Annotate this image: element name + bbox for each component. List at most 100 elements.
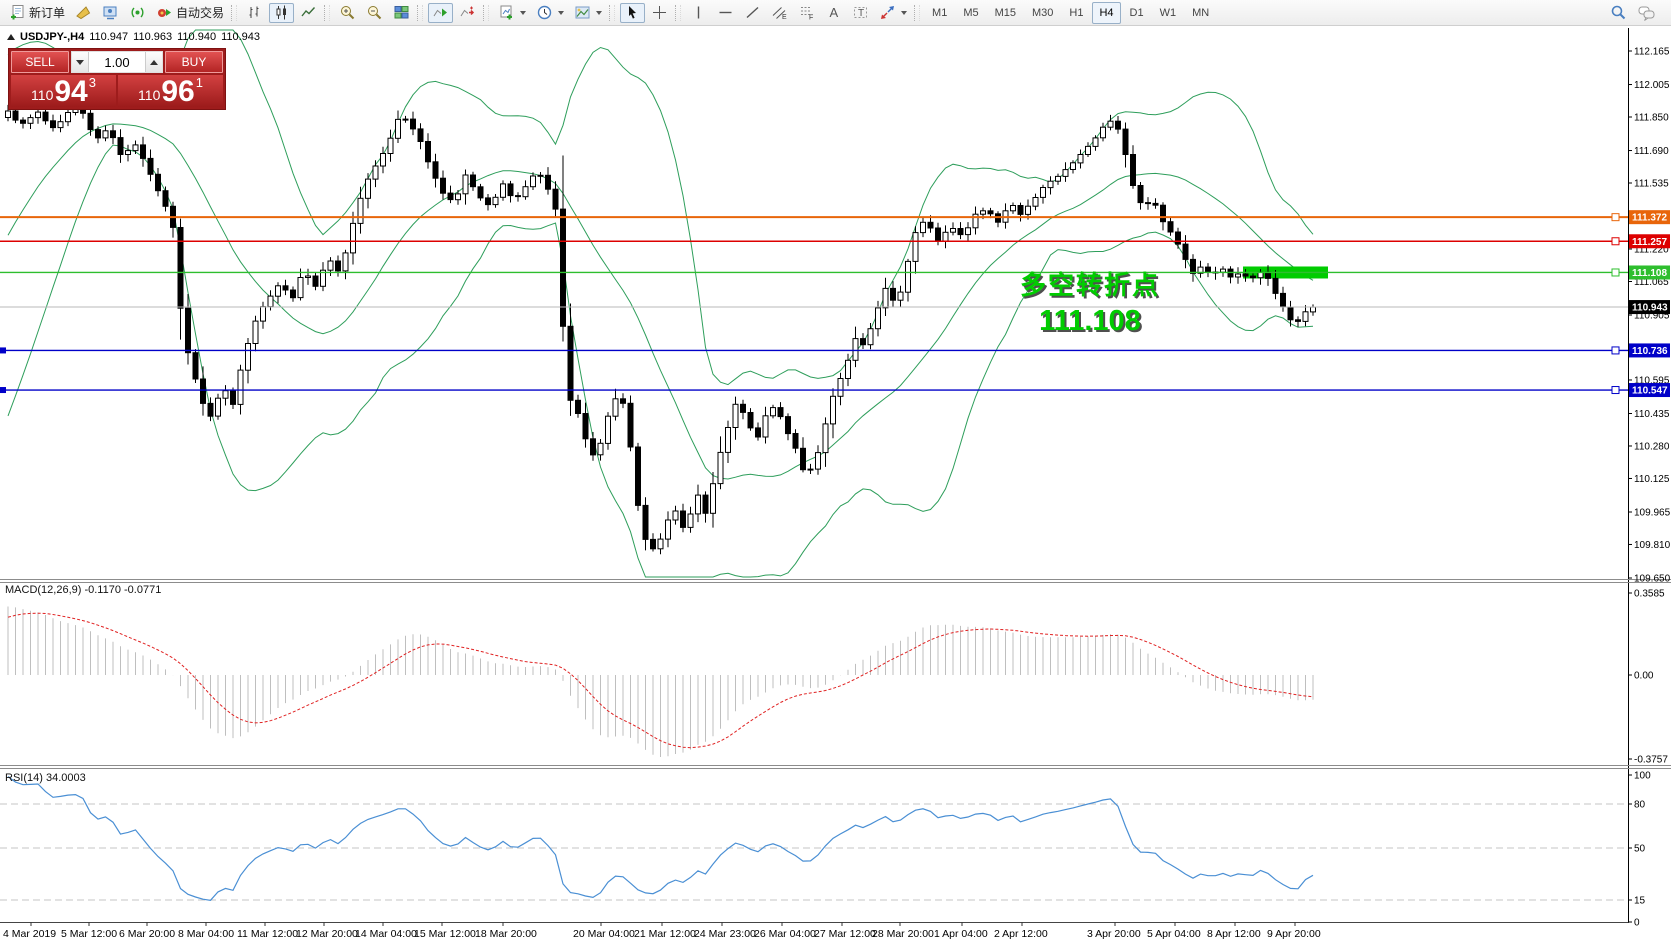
timeframe-M1[interactable]: M1 xyxy=(932,6,948,19)
timeframe-H4[interactable]: H4 xyxy=(1092,1,1121,24)
timeframe-M15[interactable]: M15 xyxy=(994,6,1016,19)
signals-icon xyxy=(131,7,144,18)
signals-button[interactable] xyxy=(125,3,150,23)
vertical-line-button[interactable] xyxy=(686,3,711,23)
price-label-box xyxy=(1629,265,1670,280)
sell-price-prefix: 110 xyxy=(31,87,54,103)
price-tick-label: 110.595 xyxy=(1634,375,1670,386)
horizontal-line-button[interactable] xyxy=(713,3,738,23)
terminal-icon xyxy=(103,6,117,20)
rsi-tick-label: 80 xyxy=(1634,800,1646,811)
line-handle[interactable] xyxy=(1611,346,1620,355)
search-icon xyxy=(1611,5,1626,20)
chart-shift-button[interactable] xyxy=(455,3,480,23)
svg-text:F: F xyxy=(809,15,813,22)
candlestick-chart-button[interactable] xyxy=(269,2,295,23)
time-tick-label: 12 Mar 20:00 xyxy=(296,928,358,940)
increase-icon xyxy=(150,59,158,65)
line-chart-button[interactable] xyxy=(296,3,321,23)
decrease-icon xyxy=(76,59,84,65)
price-tick-label: 111.690 xyxy=(1634,146,1669,157)
time-tick-label: 14 Mar 04:00 xyxy=(355,928,417,940)
volume-input[interactable]: 1.00 xyxy=(104,54,130,70)
buy-button[interactable]: BUY xyxy=(165,51,223,73)
buy-price-button[interactable]: 110 96 1 xyxy=(118,75,223,107)
crosshair-button[interactable] xyxy=(647,3,672,23)
line-handle[interactable] xyxy=(1611,268,1620,277)
timeframe-group: M1 M5 M15 M30 H1 H4 D1 W1 MN xyxy=(924,1,1217,24)
channel-button[interactable]: E xyxy=(767,3,792,23)
timeframe-W1[interactable]: W1 xyxy=(1159,6,1177,19)
terminal-button[interactable] xyxy=(98,3,123,23)
svg-text:A: A xyxy=(830,5,839,20)
auto-trading-icon xyxy=(158,9,172,17)
bar-chart-button[interactable] xyxy=(242,3,267,23)
rsi-line xyxy=(7,776,1314,901)
new-order-button[interactable]: 新订单 xyxy=(5,3,69,23)
zoom-out-button[interactable] xyxy=(362,3,387,23)
text-button[interactable]: A xyxy=(821,3,846,23)
arrows-icon xyxy=(881,6,895,19)
chart-shift-icon xyxy=(460,6,475,17)
sell-button[interactable]: SELL xyxy=(11,51,69,73)
price-tick-label: 111.220 xyxy=(1634,245,1669,256)
price-label-box xyxy=(1629,343,1670,358)
time-tick-label: 9 Apr 20:00 xyxy=(1267,928,1321,940)
community-button[interactable] xyxy=(71,3,96,23)
ohlc-open: 110.947 xyxy=(89,31,129,43)
volume-increase-button[interactable] xyxy=(145,52,162,72)
line-handle[interactable] xyxy=(1611,237,1620,246)
time-axis: 4 Mar 2019 5 Mar 12:00 6 Mar 20:00 8 Mar 04… xyxy=(3,922,1321,940)
timeframe-H1[interactable]: H1 xyxy=(1069,6,1084,19)
price-label-text: 110.943 xyxy=(1632,303,1668,314)
line-chart-icon xyxy=(301,7,316,17)
price-label-box xyxy=(1629,210,1670,225)
sell-price-sup: 3 xyxy=(88,75,96,90)
new-chart-button[interactable] xyxy=(494,3,530,23)
price-tick-label: 109.965 xyxy=(1634,507,1671,518)
symbol-info: USDJPY-,H4 110.947 110.963 110.940 110.9… xyxy=(7,31,260,43)
dropdown-caret-icon xyxy=(558,10,565,15)
macd-panel xyxy=(7,606,1314,757)
tile-windows-button[interactable] xyxy=(389,3,414,23)
dropdown-caret-icon xyxy=(901,10,908,15)
ohlc-high: 110.963 xyxy=(133,31,173,43)
price-tick-label: 111.065 xyxy=(1634,277,1669,288)
macd-tick-label: -0.3757 xyxy=(1634,755,1668,766)
rsi-tick-label: 100 xyxy=(1634,771,1651,782)
zoom-in-button[interactable] xyxy=(335,3,360,23)
timeframe-D1[interactable]: D1 xyxy=(1129,6,1144,19)
line-handle[interactable] xyxy=(0,347,6,354)
level-lines[interactable] xyxy=(0,213,1628,395)
auto-scroll-button[interactable] xyxy=(428,2,454,23)
rsi-tick-label: 0 xyxy=(1634,918,1640,929)
label-button[interactable]: T xyxy=(848,3,873,23)
timeframe-M30[interactable]: M30 xyxy=(1032,6,1054,19)
search-button[interactable] xyxy=(1606,3,1631,23)
sell-price-button[interactable]: 110 94 3 xyxy=(11,75,116,107)
cursor-button[interactable] xyxy=(620,2,646,23)
fibonacci-button[interactable]: F xyxy=(794,3,819,23)
arrows-button[interactable] xyxy=(875,3,911,23)
templates-button[interactable] xyxy=(570,3,606,23)
volume-decrease-button[interactable] xyxy=(72,52,89,72)
timeframe-M5[interactable]: M5 xyxy=(963,6,979,19)
price-axis: 112.165 112.005 111.850 111.690 111.535 111.2… xyxy=(0,28,1671,929)
timeframe-MN[interactable]: MN xyxy=(1192,6,1210,19)
equidistant-channel-icon: E xyxy=(772,7,787,21)
periods-button[interactable] xyxy=(532,3,568,23)
auto-trading-button[interactable]: 自动交易 xyxy=(152,3,228,23)
line-handle[interactable] xyxy=(1611,213,1620,222)
volume-stepper: 1.00 xyxy=(71,51,163,73)
bb-middle xyxy=(7,123,1314,480)
trendline-button[interactable] xyxy=(740,3,765,23)
price-tick-label: 110.905 xyxy=(1634,311,1670,322)
chat-button[interactable] xyxy=(1633,3,1660,23)
dropdown-caret-icon xyxy=(596,10,603,15)
line-handle[interactable] xyxy=(0,387,6,394)
time-tick-label: 24 Mar 23:00 xyxy=(694,928,756,940)
price-label-text: 110.547 xyxy=(1632,386,1668,397)
line-handle[interactable] xyxy=(1611,386,1620,395)
